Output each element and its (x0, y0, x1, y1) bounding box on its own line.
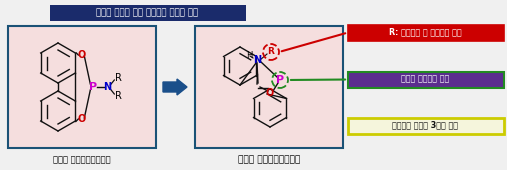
FancyBboxPatch shape (347, 72, 503, 88)
Text: O: O (266, 88, 274, 98)
Text: 구조적 제약에 의한 파이받개 능력의 증가: 구조적 제약에 의한 파이받개 능력의 증가 (96, 8, 199, 17)
Text: 대량생산 가능한 3단계 합성: 대량생산 가능한 3단계 합성 (392, 121, 458, 130)
Text: R: R (115, 73, 122, 83)
Text: H: H (246, 50, 252, 59)
Text: R: 조율가능 및 카이랄성 도입: R: 조율가능 및 카이랄성 도입 (389, 28, 462, 37)
Text: P: P (276, 75, 284, 85)
Text: R: R (115, 91, 122, 101)
FancyBboxPatch shape (195, 26, 343, 148)
FancyBboxPatch shape (347, 117, 503, 133)
Text: 향상된 파이받개 능력: 향상된 파이받개 능력 (402, 74, 450, 83)
Text: R: R (268, 47, 274, 56)
FancyBboxPatch shape (50, 4, 245, 21)
Text: 두고리 포스포라미다이트: 두고리 포스포라미다이트 (238, 156, 300, 165)
Text: 한고리 포스포라미다이트: 한고리 포스포라미다이트 (53, 156, 111, 165)
Text: O: O (77, 114, 86, 124)
FancyBboxPatch shape (8, 26, 156, 148)
Text: O: O (77, 50, 86, 60)
Text: N: N (253, 55, 261, 65)
Text: P: P (89, 82, 97, 92)
FancyArrow shape (163, 79, 187, 95)
FancyBboxPatch shape (347, 24, 503, 40)
Text: N: N (103, 82, 112, 92)
